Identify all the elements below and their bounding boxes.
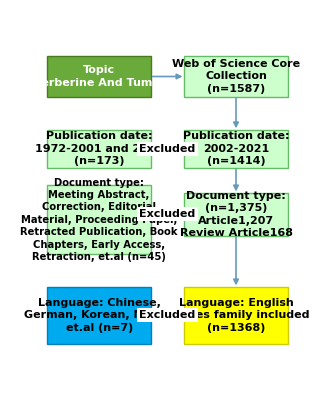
FancyBboxPatch shape xyxy=(184,287,288,344)
FancyBboxPatch shape xyxy=(47,185,151,254)
FancyBboxPatch shape xyxy=(47,287,151,344)
Text: Excluded: Excluded xyxy=(139,310,196,320)
Text: Excluded: Excluded xyxy=(139,209,196,219)
FancyBboxPatch shape xyxy=(184,130,288,168)
Text: Topic
Berberine And Tumor: Topic Berberine And Tumor xyxy=(33,65,165,88)
Text: Publication date:
2002-2021
(n=1414): Publication date: 2002-2021 (n=1414) xyxy=(183,132,289,166)
Text: Language: English
Studies family included
(n=1368): Language: English Studies family include… xyxy=(163,298,309,332)
Text: Excluded: Excluded xyxy=(139,144,196,154)
Text: Document type:
Meeting Abstract,
Correction, Editorial
Material, Proceeding Pape: Document type: Meeting Abstract, Correct… xyxy=(20,178,178,262)
FancyBboxPatch shape xyxy=(47,56,151,97)
FancyBboxPatch shape xyxy=(47,130,151,168)
Text: Language: Chinese,
German, Korean, Malay,
et.al (n=7): Language: Chinese, German, Korean, Malay… xyxy=(25,298,174,332)
Text: Publication date:
1972-2001 and 2022
(n=173): Publication date: 1972-2001 and 2022 (n=… xyxy=(35,132,164,166)
FancyBboxPatch shape xyxy=(184,56,288,97)
Text: Web of Science Core
Collection
(n=1587): Web of Science Core Collection (n=1587) xyxy=(172,59,300,94)
FancyBboxPatch shape xyxy=(184,193,288,236)
Text: Document type:
(n=1,375)
Article1,207
Review Article168: Document type: (n=1,375) Article1,207 Re… xyxy=(180,191,293,238)
